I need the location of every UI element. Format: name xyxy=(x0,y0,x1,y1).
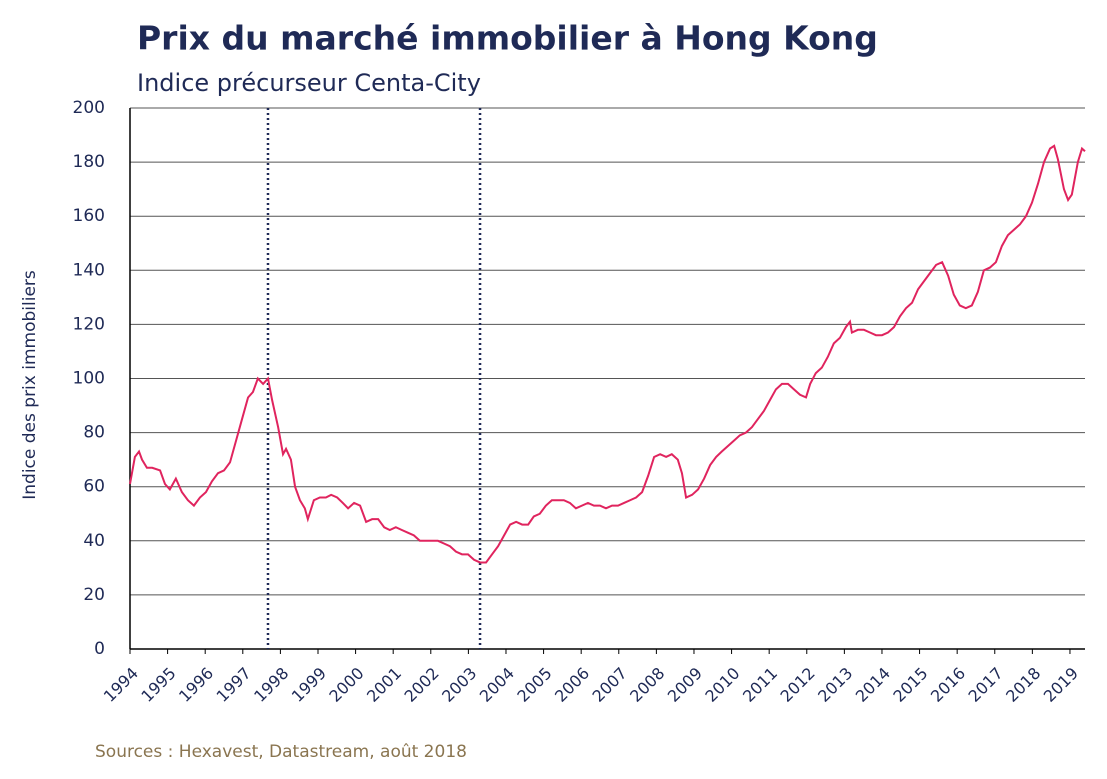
y-tick-label: 20 xyxy=(83,585,105,605)
y-tick-label: 60 xyxy=(83,477,105,497)
y-tick-label: 180 xyxy=(73,152,105,172)
y-tick-label: 160 xyxy=(73,206,105,226)
x-tick-label: 2003 xyxy=(438,664,480,706)
x-tick-label: 2018 xyxy=(1002,664,1044,706)
source-note: Sources : Hexavest, Datastream, août 201… xyxy=(95,742,467,762)
x-tick-label: 2015 xyxy=(889,664,931,706)
data-line xyxy=(129,144,1086,564)
x-tick-label: 1998 xyxy=(250,664,292,706)
chart-subtitle: Indice précurseur Centa-City xyxy=(137,69,481,97)
x-tick-label: 2009 xyxy=(664,664,706,706)
x-tick-label: 2004 xyxy=(476,664,518,706)
x-tick-label: 2011 xyxy=(739,664,781,706)
x-tick-label: 2000 xyxy=(325,664,367,706)
x-tick-label: 1995 xyxy=(137,664,179,706)
x-tick-label: 1999 xyxy=(288,664,330,706)
x-tick-label: 2008 xyxy=(626,664,668,706)
x-tick-label: 2001 xyxy=(363,664,405,706)
y-axis-label: Indice des prix immobiliers xyxy=(20,270,40,500)
x-tick-label: 2016 xyxy=(927,664,969,706)
y-tick-label: 140 xyxy=(73,260,105,280)
x-tick-label: 2014 xyxy=(852,664,894,706)
x-tick-label: 2013 xyxy=(814,664,856,706)
x-tick-label: 1994 xyxy=(100,664,142,706)
x-tick-label: 2012 xyxy=(777,664,819,706)
x-tick-label: 1997 xyxy=(213,664,255,706)
x-tick-label: 2019 xyxy=(1040,664,1082,706)
y-tick-label: 120 xyxy=(73,314,105,334)
x-tick-label: 2017 xyxy=(965,664,1007,706)
y-tick-label: 200 xyxy=(73,98,105,118)
x-tick-label: 2010 xyxy=(701,664,743,706)
y-tick-label: 80 xyxy=(83,423,105,443)
x-tick-label: 1996 xyxy=(175,664,217,706)
x-tick-label: 2002 xyxy=(401,664,443,706)
x-tick-label: 2005 xyxy=(513,664,555,706)
x-tick-label: 2007 xyxy=(589,664,631,706)
y-tick-label: 100 xyxy=(73,369,105,389)
y-tick-label: 40 xyxy=(83,531,105,551)
chart-title: Prix du marché immobilier à Hong Kong xyxy=(137,19,878,58)
y-tick-label: 0 xyxy=(94,639,105,659)
x-tick-label: 2006 xyxy=(551,664,593,706)
